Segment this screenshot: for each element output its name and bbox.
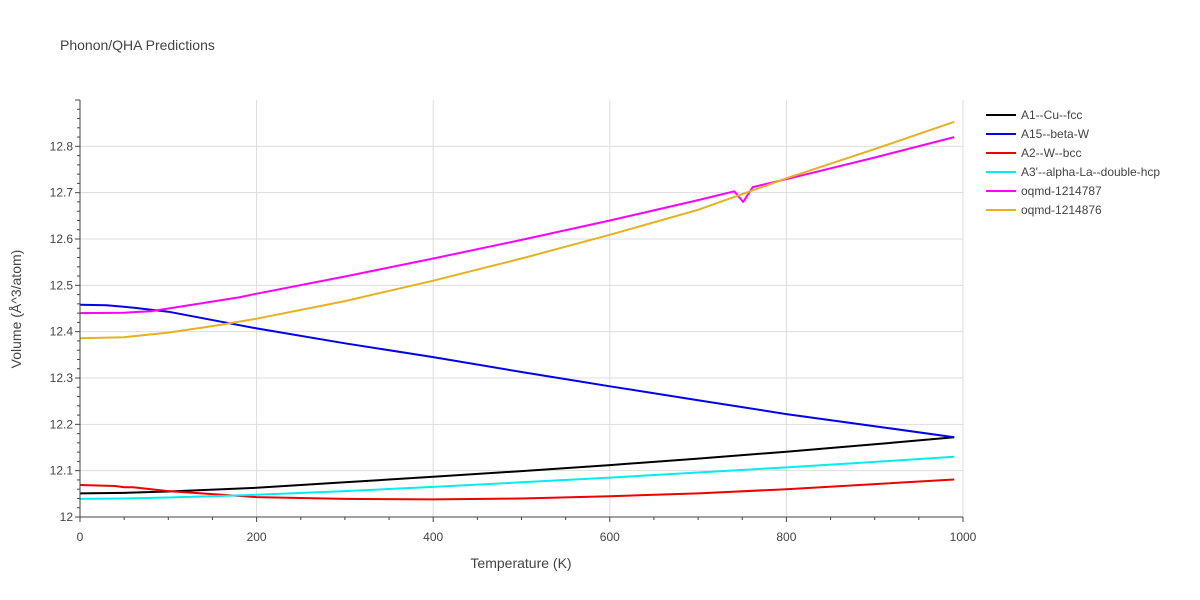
legend: A1--Cu--fcc A15--beta-W A2--W--bcc A3'--alp… [986,108,1160,217]
series-line [79,136,955,315]
legend-item-label: A3'--alpha-La--double-hcp [1021,165,1160,179]
y-tick-label: 12.3 [50,371,74,385]
y-tick-label: 12.7 [50,186,74,200]
series-line [79,478,955,501]
y-tick-label: 12.4 [50,325,74,339]
legend-item-label: A15--beta-W [1021,127,1090,141]
y-tick-label: 12.2 [50,417,74,431]
x-tick-label: 1000 [950,530,977,544]
x-tick-label: 0 [77,530,84,544]
gridlines [80,100,964,517]
legend-item-label: A2--W--bcc [1021,146,1081,160]
y-tick-label: 12.6 [50,232,74,246]
series-line [79,436,955,495]
x-tick-label: 400 [423,530,443,544]
x-tick-label: 200 [247,530,267,544]
x-axis-title: Temperature (K) [470,555,571,571]
series-line [79,120,955,340]
y-tick-label: 12.1 [50,464,74,478]
legend-item-label: A1--Cu--fcc [1021,108,1082,122]
series-lines [79,120,955,501]
x-tick-label: 800 [776,530,796,544]
x-tick-label: 600 [600,530,620,544]
y-tick-label: 12 [60,510,74,524]
axes [75,99,964,522]
y-tick-label: 12.5 [50,278,74,292]
legend-item-label: oqmd-1214876 [1021,203,1102,217]
series-line [79,455,955,500]
tick-labels: 0 200 400 600 800 1000 12 12.1 12.2 12.3 12.4 12.5 1… [50,139,977,544]
series-line [79,303,955,439]
y-tick-label: 12.8 [50,139,74,153]
chart-title: Phonon/QHA Predictions [60,37,215,53]
legend-item-label: oqmd-1214787 [1021,184,1102,198]
y-axis-title: Volume (Å^3/atom) [8,250,24,369]
